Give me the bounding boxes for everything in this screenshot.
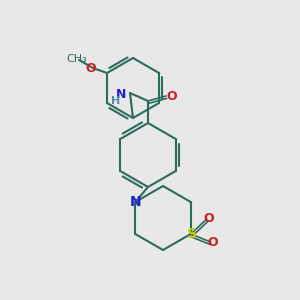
Text: N: N (116, 88, 126, 100)
Text: S: S (187, 227, 197, 241)
Text: CH₃: CH₃ (67, 54, 87, 64)
Text: O: O (167, 89, 177, 103)
Text: O: O (86, 61, 96, 74)
Text: O: O (207, 236, 218, 250)
Text: H: H (111, 96, 121, 106)
Text: O: O (203, 212, 214, 224)
Text: N: N (130, 195, 141, 209)
